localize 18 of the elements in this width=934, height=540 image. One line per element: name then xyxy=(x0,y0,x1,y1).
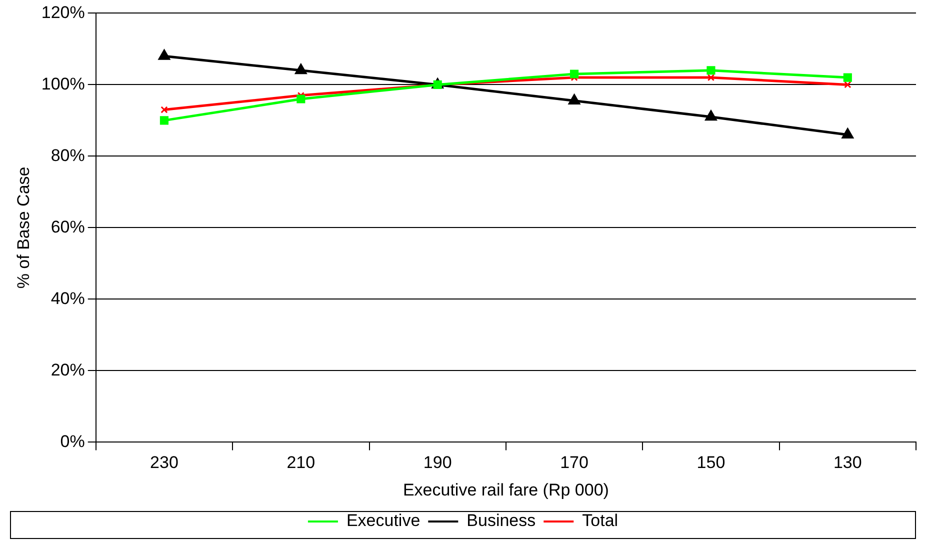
x-tick-label: 230 xyxy=(150,453,178,472)
y-tick-label: 120% xyxy=(41,2,85,22)
y-tick-label: 60% xyxy=(50,217,85,236)
x-tick-label: 150 xyxy=(696,453,726,472)
y-tick-label: 100% xyxy=(41,74,85,94)
x-tick-label: 170 xyxy=(560,453,588,472)
y-tick-label: 20% xyxy=(50,360,85,380)
y-axis-title: % of Base Case xyxy=(14,166,33,289)
legend-label: Total xyxy=(582,511,618,530)
legend-label: Executive xyxy=(346,511,420,530)
y-tick-label: 80% xyxy=(50,146,85,165)
legend-label: Business xyxy=(466,511,536,530)
x-axis-title: Executive rail fare (Rp 000) xyxy=(402,480,609,500)
y-tick-label: 0% xyxy=(60,432,85,451)
x-tick-label: 210 xyxy=(286,453,316,472)
x-tick-label: 190 xyxy=(423,453,452,472)
x-tick-label: 130 xyxy=(833,453,862,472)
y-tick-label: 40% xyxy=(50,288,85,308)
